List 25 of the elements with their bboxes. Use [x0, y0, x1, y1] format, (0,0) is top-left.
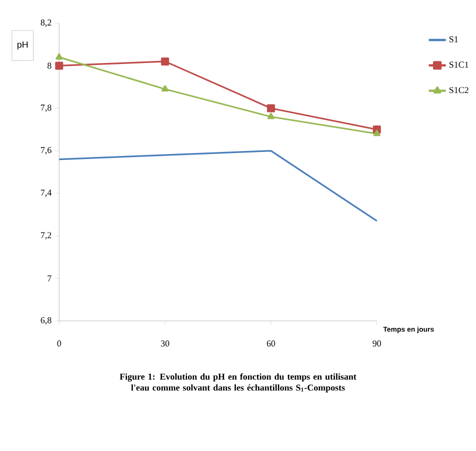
x-tick-label: 30 [161, 340, 170, 346]
line-series [58, 150, 378, 222]
y-tick-label: 8,2 [40, 19, 52, 27]
y-axis-title: pH [17, 41, 28, 50]
point [161, 57, 170, 66]
y-tick-label: 7 [48, 275, 52, 282]
y-tick-label: 8 [48, 62, 52, 69]
point [266, 104, 275, 112]
y-tick-label: 7,4 [41, 190, 52, 197]
point [373, 130, 380, 136]
legend-label: S1C2 [450, 87, 468, 94]
caption: Figure 1: Evolution du pH en fonction du temps en utilisant l'eau comme solvant dans les échantillons S$_{1}$-Composts [120, 373, 356, 392]
legend-label: S1C1 [450, 62, 468, 68]
legend-label: S1 [450, 36, 458, 42]
point [161, 85, 169, 92]
y-tick-label: 7,2 [41, 232, 52, 240]
x-tick-label: 90 [372, 340, 382, 346]
x-tick-label: 60 [266, 340, 276, 346]
x-tick-label: 0 [57, 340, 62, 346]
y-tick-label: 6,8 [40, 317, 52, 325]
y-tick-label: 7,8 [41, 104, 52, 112]
y-tick-label: 7,6 [41, 147, 52, 154]
point [55, 62, 64, 70]
point [56, 53, 63, 60]
point [267, 112, 275, 120]
